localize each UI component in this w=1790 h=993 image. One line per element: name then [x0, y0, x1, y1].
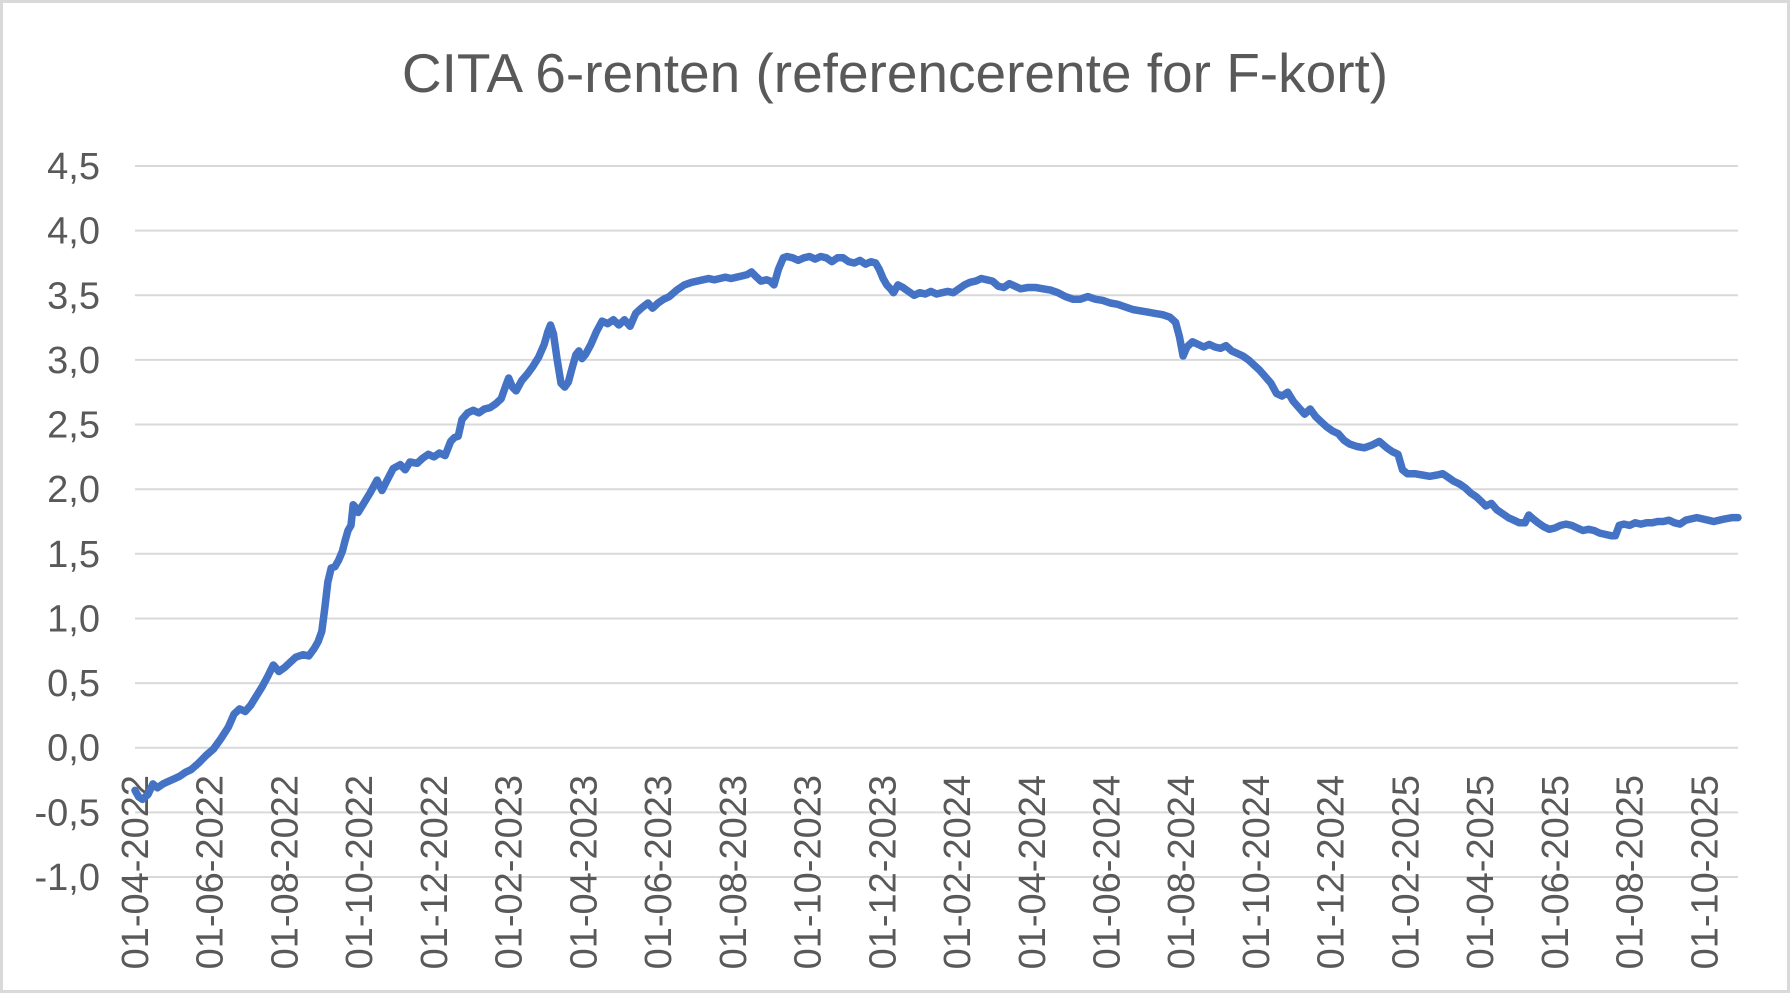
- x-axis-tick-label: 01-10-2023: [788, 775, 830, 969]
- y-axis-tick-label: 1,5: [47, 534, 100, 576]
- y-axis-tick-label: 2,5: [47, 405, 100, 447]
- x-axis-tick-label: 01-08-2024: [1161, 775, 1203, 969]
- x-axis-tick-label: 01-10-2022: [339, 775, 381, 969]
- chart-title: CITA 6-renten (referencerente for F-kort…: [401, 42, 1389, 104]
- x-axis-tick-label: 01-08-2023: [713, 775, 755, 969]
- x-axis-tick-label: 01-02-2024: [937, 775, 979, 969]
- x-axis-tick-label: 01-06-2022: [190, 775, 232, 969]
- x-axis-tick-label: 01-04-2025: [1460, 775, 1502, 969]
- x-axis-tick-label: 01-12-2024: [1311, 775, 1353, 969]
- y-axis-tick-label: 4,0: [47, 211, 100, 253]
- y-axis-tick-label: 3,5: [47, 275, 100, 317]
- x-axis-tick-label: 01-02-2025: [1385, 775, 1427, 969]
- x-axis-tick-label: 01-04-2024: [1012, 775, 1054, 969]
- y-axis-tick-label: -0,5: [35, 792, 100, 834]
- x-axis-tick-label: 01-08-2022: [265, 775, 307, 969]
- x-axis-tick-label: 01-10-2024: [1236, 775, 1278, 969]
- y-axis-tick-label: 0,5: [47, 663, 100, 705]
- series-line: [131, 252, 1742, 804]
- x-axis-tick-label: 01-10-2025: [1684, 775, 1726, 969]
- y-axis-tick-label: -1,0: [35, 857, 100, 899]
- x-axis-tick-label: 01-04-2022: [115, 775, 157, 969]
- x-axis-tick-label: 01-06-2025: [1535, 775, 1577, 969]
- x-axis-tick-label: 01-12-2022: [414, 775, 456, 969]
- x-axis-tick-label: 01-02-2023: [489, 775, 531, 969]
- x-axis-tick-label: 01-06-2023: [638, 775, 680, 969]
- x-axis-tick-label: 01-08-2025: [1610, 775, 1652, 969]
- x-axis-tick-label: 01-04-2023: [563, 775, 605, 969]
- x-axis-tick-label: 01-12-2023: [862, 775, 904, 969]
- y-axis-tick-label: 4,5: [47, 146, 100, 188]
- y-axis-tick-label: 0,0: [47, 728, 100, 770]
- y-axis-tick-label: 1,0: [47, 599, 100, 641]
- x-axis-tick-label: 01-06-2024: [1087, 775, 1129, 969]
- y-axis-tick-label: 2,0: [47, 469, 100, 511]
- y-axis-tick-label: 3,0: [47, 340, 100, 382]
